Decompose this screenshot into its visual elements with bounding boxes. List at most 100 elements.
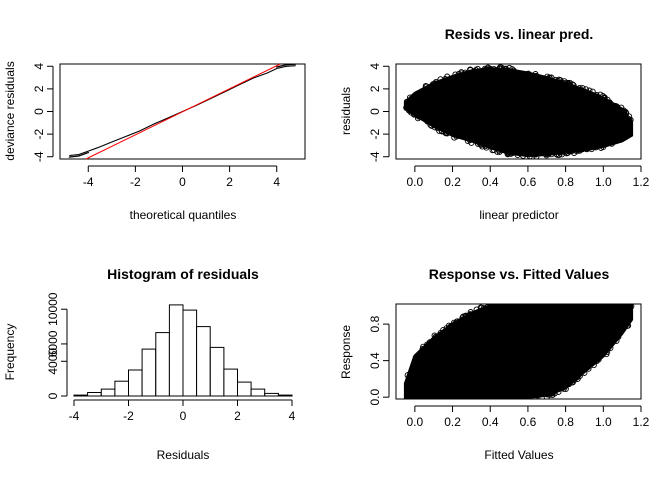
- resp-fit-point: [437, 329, 444, 337]
- resp-fit-point: [593, 358, 600, 365]
- resid-lp-point: [432, 80, 439, 87]
- hist-bar: [100, 388, 116, 397]
- resid-lp-point: [504, 151, 511, 158]
- resid-lp-y-tick-label: 2: [368, 85, 382, 92]
- resp-fit-x-tick-label: 1.0: [595, 415, 612, 429]
- resid-lp-point: [467, 66, 474, 73]
- resid-lp-point: [474, 140, 482, 147]
- qq-x-axis: -4 -2 0 2 4: [83, 165, 280, 189]
- resid-lp-point: [414, 115, 422, 122]
- resp-fit-x-tick-label: 0.4: [482, 415, 499, 429]
- qq-y-label: deviance residuals: [3, 61, 17, 160]
- resp-fit-y-tick-label: 0.0: [368, 389, 382, 406]
- resp-fit-y-tick-label: 0.4: [368, 352, 382, 369]
- resp-fit-point: [431, 394, 439, 399]
- resp-fit-y-axis: 0.0 0.4 0.8: [368, 315, 390, 406]
- resp-fit-point: [447, 395, 454, 399]
- resid-lp-point: [601, 95, 608, 102]
- qq-y-tick-label: 4: [32, 63, 46, 70]
- panel-resid-lp: Resids vs. linear pred. linear predictor…: [339, 26, 650, 222]
- resid-lp-point: [431, 124, 438, 131]
- resp-fit-point: [607, 344, 614, 352]
- resid-lp-point: [586, 87, 593, 94]
- resid-lp-x-tick-label: 1.2: [633, 175, 650, 189]
- resp-fit-title: Response vs. Fitted Values: [429, 266, 610, 282]
- resid-lp-y-tick-label: 4: [368, 63, 382, 70]
- resid-lp-point: [582, 86, 589, 93]
- resid-lp-point: [436, 127, 443, 134]
- resid-lp-point: [559, 149, 566, 156]
- resid-lp-point: [489, 147, 496, 154]
- qq-y-tick-label: 0: [32, 108, 46, 115]
- hist-bar: [168, 304, 184, 397]
- hist-bar: [114, 380, 130, 397]
- resid-lp-point: [606, 99, 613, 106]
- resp-fit-point: [612, 304, 619, 310]
- resp-fit-plot-area: 0.0 0.2 0.4 0.6 0.8 1.0 1.2 0.0 0.4 0.8: [368, 304, 650, 429]
- resid-lp-point: [597, 144, 605, 151]
- resp-fit-point: [418, 394, 425, 399]
- resid-lp-point: [627, 116, 634, 123]
- resp-fit-point: [504, 304, 511, 309]
- qq-tail-point: [87, 151, 89, 154]
- qq-x-tick-label: 2: [226, 175, 233, 189]
- resp-fit-point: [560, 304, 567, 308]
- resid-lp-plot-area: 0.0 0.2 0.4 0.6 0.8 1.0 1.2 -4 -2 0 2 4: [368, 63, 650, 189]
- hist-bar: [209, 346, 225, 397]
- resid-lp-point: [480, 141, 487, 148]
- resp-fit-point: [448, 322, 455, 330]
- qq-tail-point: [294, 63, 297, 65]
- resid-lp-point: [427, 121, 434, 128]
- resid-lp-point: [444, 73, 451, 80]
- qq-plot-area: -4 -2 0 2 4 -4 -2 0 2 4: [32, 63, 297, 189]
- resid-lp-point: [484, 64, 492, 71]
- hist-bar: [182, 309, 198, 397]
- resid-lp-points: [403, 64, 634, 159]
- resid-lp-point: [576, 147, 583, 154]
- resp-fit-point: [492, 393, 499, 399]
- resp-fit-x-axis: 0.0 0.2 0.4 0.6 0.8 1.0 1.2: [407, 405, 650, 429]
- resid-lp-y-tick-label: -2: [368, 128, 382, 139]
- resid-lp-point: [583, 145, 590, 152]
- resp-fit-point: [496, 394, 503, 399]
- resp-fit-point: [484, 395, 491, 399]
- resp-fit-y-label: Response: [339, 325, 353, 379]
- resp-fit-point: [604, 348, 611, 356]
- qq-plot-box: [59, 63, 306, 160]
- resp-fit-point: [581, 369, 588, 376]
- hist-x-tick-label: -2: [123, 409, 134, 423]
- qq-y-tick-label: -2: [32, 128, 46, 139]
- resid-lp-point: [437, 76, 444, 83]
- resp-fit-point: [456, 395, 463, 399]
- resid-lp-y-tick-label: -4: [368, 151, 382, 162]
- resid-lp-point: [623, 110, 630, 117]
- hist-y-tick-label: 0: [46, 392, 60, 399]
- resid-lp-point: [566, 148, 573, 155]
- qq-y-tick-label: 2: [32, 85, 46, 92]
- resid-lp-point: [613, 103, 620, 110]
- hist-title: Histogram of residuals: [107, 266, 259, 282]
- resid-lp-point: [579, 85, 586, 92]
- resid-lp-point: [593, 91, 600, 99]
- resid-lp-point: [471, 68, 478, 75]
- resid-lp-point: [406, 94, 414, 101]
- hist-y-tick-label: 4000: [46, 348, 60, 375]
- resp-fit-point: [534, 392, 541, 399]
- resp-fit-point: [626, 304, 633, 309]
- hist-x-tick-label: -4: [69, 409, 80, 423]
- resid-lp-point: [525, 70, 532, 77]
- resid-lp-point: [556, 149, 563, 156]
- resp-fit-point: [583, 304, 590, 309]
- hist-bar: [237, 381, 252, 397]
- resid-lp-point: [442, 130, 449, 137]
- resp-fit-point: [404, 393, 411, 399]
- resid-lp-point: [589, 88, 596, 95]
- resp-fit-point: [494, 395, 501, 399]
- resp-fit-point: [508, 394, 515, 399]
- resp-fit-point: [551, 390, 558, 397]
- resid-lp-point: [597, 91, 604, 98]
- hist-bar: [250, 388, 266, 397]
- resid-lp-point: [478, 141, 485, 148]
